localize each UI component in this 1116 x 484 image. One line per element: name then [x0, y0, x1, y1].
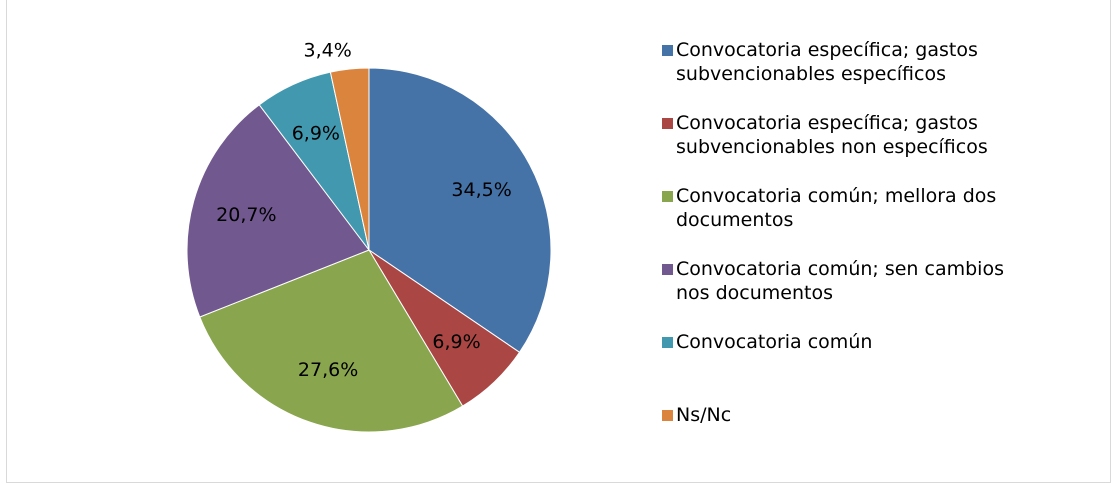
legend-entry: Convocatoria común; mellora dos document…: [662, 184, 1042, 257]
data-label: 20,7%: [216, 204, 276, 226]
legend-swatch: [662, 45, 673, 56]
legend-label: Convocatoria común: [676, 331, 873, 353]
legend-label: Convocatoria específica; gastos subvenci…: [676, 39, 978, 85]
legend: Convocatoria específica; gastos subvenci…: [662, 38, 1042, 476]
legend-swatch: [662, 264, 673, 275]
legend-entry: Convocatoria específica; gastos subvenci…: [662, 111, 1042, 184]
legend-label: Convocatoria específica; gastos subvenci…: [676, 112, 988, 158]
data-label: 6,9%: [292, 123, 340, 145]
legend-label: Convocatoria común; sen cambios nos docu…: [676, 258, 1004, 304]
pie-slice: [186, 104, 370, 318]
pie-slice: [368, 67, 552, 353]
data-label: 34,5%: [451, 179, 511, 201]
legend-swatch: [662, 191, 673, 202]
legend-swatch: [662, 337, 673, 348]
legend-label: Convocatoria común; mellora dos document…: [676, 185, 997, 231]
legend-entry: Convocatoria común; sen cambios nos docu…: [662, 257, 1042, 330]
data-label: 27,6%: [298, 359, 358, 381]
pie-slice: [199, 249, 464, 433]
chart-border: [6, 0, 1111, 483]
pie-slice: [329, 67, 370, 251]
legend-entry: Convocatoria específica; gastos subvenci…: [662, 38, 1042, 111]
legend-entry: Ns/Nc: [662, 403, 1042, 476]
legend-swatch: [662, 410, 673, 421]
legend-entry: Convocatoria común: [662, 330, 1042, 403]
legend-swatch: [662, 118, 673, 129]
data-label: 3,4%: [304, 39, 352, 61]
legend-label: Ns/Nc: [676, 404, 732, 426]
data-label: 6,9%: [432, 331, 480, 353]
